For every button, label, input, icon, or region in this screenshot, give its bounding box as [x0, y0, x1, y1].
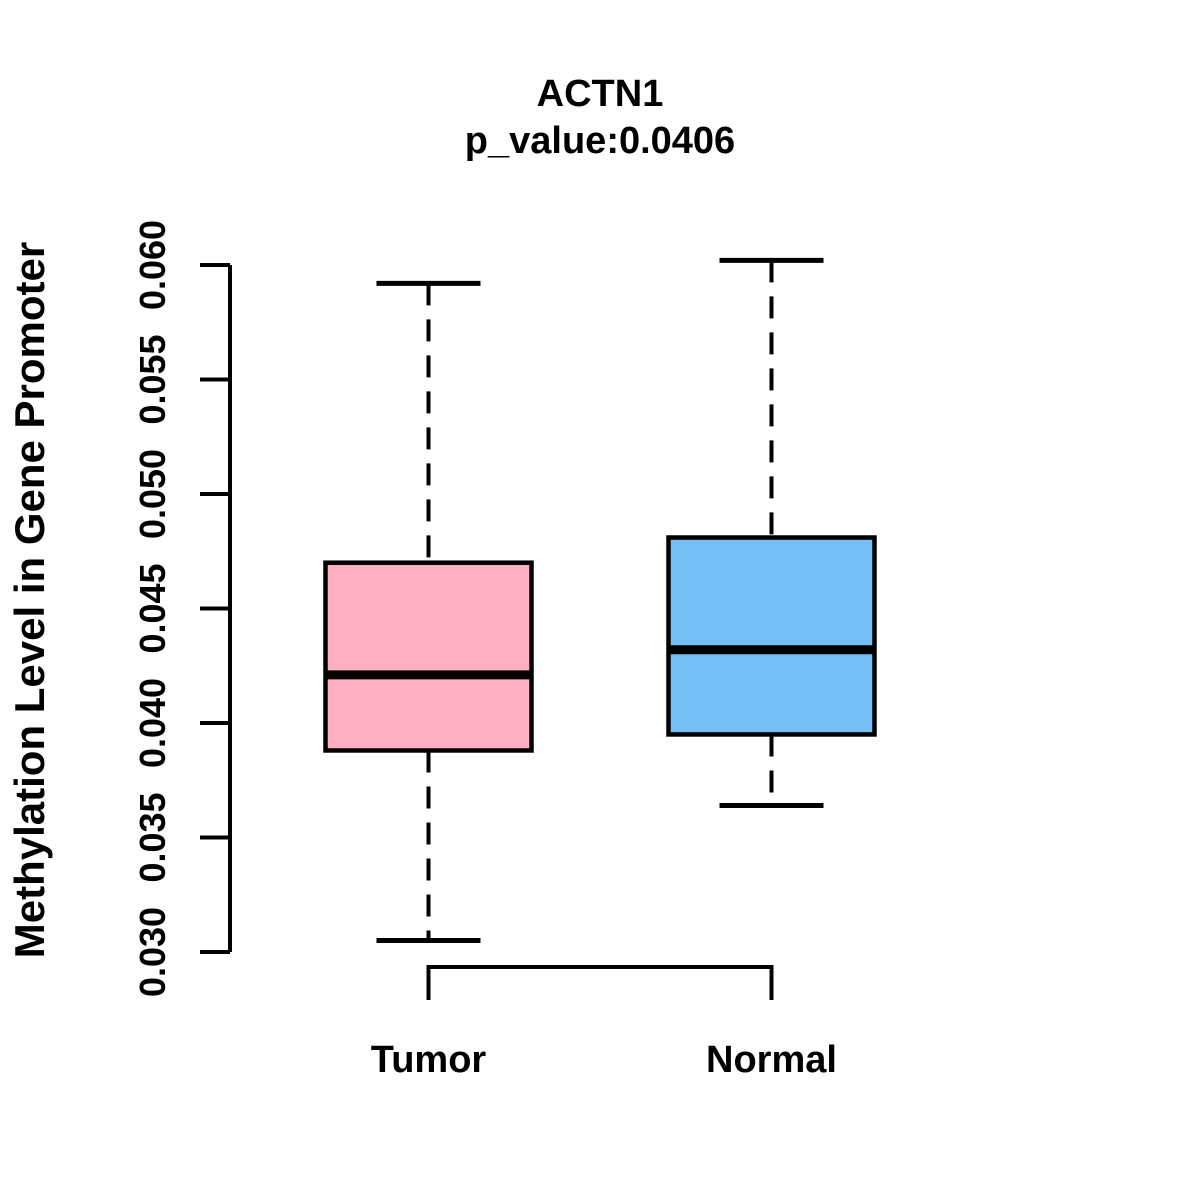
y-tick-label: 0.050	[132, 449, 173, 539]
chart-subtitle: p_value:0.0406	[465, 120, 735, 162]
x-category-label-normal: Normal	[706, 1039, 837, 1081]
boxes	[323, 257, 877, 944]
y-tick-label: 0.045	[132, 563, 173, 653]
y-tick-label: 0.060	[132, 220, 173, 310]
tumor-box	[323, 560, 534, 753]
y-tick-label: 0.030	[132, 907, 173, 997]
y-axis-title: Methylation Level in Gene Promoter	[6, 242, 53, 958]
x-axis-bracket	[426, 965, 774, 1000]
normal-box	[666, 535, 877, 737]
y-tick-label: 0.035	[132, 792, 173, 882]
y-tick-label: 0.055	[132, 334, 173, 424]
y-tick-label: 0.040	[132, 678, 173, 768]
x-category-label-tumor: Tumor	[371, 1039, 487, 1081]
axes	[200, 263, 774, 1000]
chart-title: ACTN1	[537, 73, 664, 115]
